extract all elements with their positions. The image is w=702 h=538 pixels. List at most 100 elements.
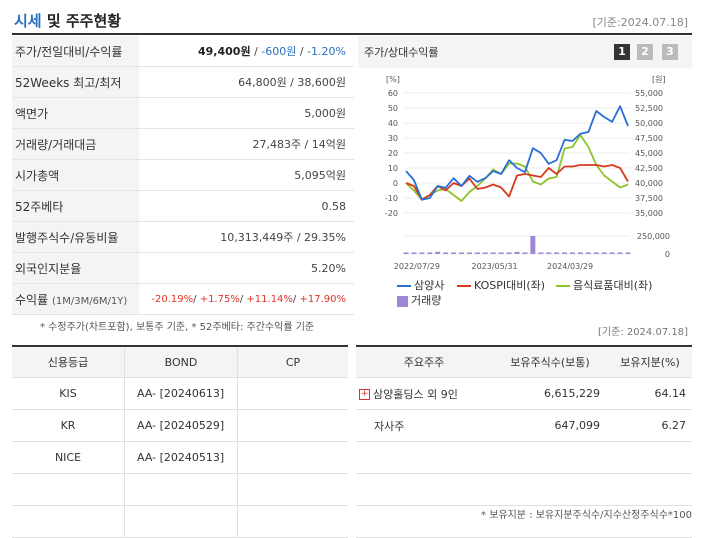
holder-name-cell [356,473,492,506]
right-tick-label: 40,000 [635,179,663,188]
price-change: -600원 [261,45,297,58]
info-value: -20.19%/ +1.75%/ +11.14%/ +17.90% [139,283,354,315]
table-row: KR AA- [20240529] [12,409,348,442]
info-value: 10,313,449주 / 29.35% [139,221,354,253]
holder-name-cell [356,441,492,474]
header-divider [12,33,692,35]
agency-cell: KIS [12,377,125,410]
legend-swatch [457,285,471,287]
footnote-date: [기준: 2024.07.18] [597,327,688,338]
volume-bar [530,236,536,254]
column-header: 신용등급 [12,345,125,378]
return-periods: (1M/3M/6M/1Y) [51,295,128,307]
chart-period-button-1[interactable]: 1 [614,44,630,60]
volume-bar [562,252,568,254]
right-tick-label: 55,000 [635,89,663,98]
pct-cell [608,441,692,474]
volume-bar [570,252,575,254]
return-3m: +1.75% [199,293,240,305]
table-row [12,473,348,506]
holder-name-cell: 자사주 [356,409,492,442]
chart-period-button-2[interactable]: 2 [637,44,653,60]
volume-bar [482,252,488,254]
chart-axes: 60 50 40 30 20 10 0 -10 -20 55,000 52,500 50,000 47,… [385,75,670,271]
holder-name-cell[interactable]: + 삼양홀딩스 외 9인 [356,377,492,410]
info-value: 49,400원 / -600원 / -1.20% [139,36,354,67]
left-tick-label: 10 [388,164,398,173]
table-row: 자사주 647,099 6.27 [356,409,692,442]
info-row: 시가총액 5,095억원 [12,159,354,191]
series-lines [405,105,629,202]
info-row: 52Weeks 최고/최저 64,800원 / 38,600원 [12,66,354,98]
bond-cell [124,473,238,506]
holder-name: 삼양홀딩스 외 9인 [373,387,458,401]
left-tick-label: -10 [385,194,398,203]
chart-period-button-3[interactable]: 3 [662,44,678,60]
table-row [356,473,692,506]
bond-cell: AA- [20240529] [124,409,238,442]
volume-bar [601,252,607,254]
right-tick-label: 47,500 [635,134,663,143]
x-tick-label: 2024/03/29 [547,262,593,271]
volume-bar [546,252,552,254]
expand-icon[interactable]: + [359,389,370,400]
price-change-rate: -1.20% [307,45,346,58]
column-header: BOND [124,345,238,378]
volume-bar [443,252,449,254]
info-row: 발행주식수/유동비율 10,313,449주 / 29.35% [12,221,354,253]
volume-tick-label: 0 [665,250,670,259]
column-header: CP [237,345,348,378]
volume-bar [554,252,560,254]
legend-item-kospi: KOSPI대비(좌) [457,277,545,293]
info-label: 52Weeks 최고/최저 [12,66,139,98]
info-label: 발행주식수/유동비율 [12,221,139,253]
bond-cell: AA- [20240613] [124,377,238,410]
info-label: 52주베타 [12,190,139,222]
footnote-holding: * 보유지분 : 보유지분주식수/지수산정주식수*100 [481,510,692,521]
volume-bar [459,252,464,254]
legend-item-samyang: 삼양사 [397,277,444,293]
volume-bar [498,252,504,254]
legend-label: 음식료품대비(좌) [573,279,653,292]
info-value: 5,000원 [139,97,354,129]
return-1y: +17.90% [299,293,346,305]
info-value: 5,095억원 [139,159,354,191]
series-line-1 [405,164,629,201]
right-tick-label: 35,000 [635,209,663,218]
info-row: 수익률 (1M/3M/6M/1Y) -20.19%/ +1.75%/ +11.1… [12,283,354,315]
credit-rating-table: 신용등급 BOND CP KIS AA- [20240613] KR AA- [… [12,345,348,538]
left-axis-unit: [%] [386,75,400,84]
volume-bar [522,252,528,254]
volume-bar [411,252,417,254]
info-label: 액면가 [12,97,139,129]
footnote-basis: * 수정주가(차트포함), 보통주 기준, * 52주베타: 주간수익률 기준 [40,322,315,333]
cp-cell [237,473,348,506]
table-row[interactable]: + 삼양홀딩스 외 9인 6,615,229 64.14 [356,377,692,410]
cp-cell [237,441,348,474]
volume-bar [490,252,496,254]
relative-return-chart: 60 50 40 30 20 10 0 -10 -20 55,000 52,500 50,000 47,… [385,75,670,271]
left-tick-label: 50 [388,104,398,113]
pct-cell [608,473,692,506]
table-row [356,441,692,474]
pct-cell: 6.27 [608,409,692,442]
agency-cell: KR [12,409,125,442]
table-row: KIS AA- [20240613] [12,377,348,410]
legend-label: 거래량 [411,294,442,307]
volume-bar [403,252,409,254]
price-info-table: 주가/전일대비/수익률 49,400원 / -600원 / -1.20% 52W… [12,36,354,315]
legend-swatch [397,295,408,307]
volume-bar [514,251,520,254]
left-tick-label: 60 [388,89,398,98]
table-row: NICE AA- [20240513] [12,441,348,474]
return-6m: +11.14% [246,293,293,305]
title-secondary: 및 주주현황 [46,12,122,30]
table-header-row: 신용등급 BOND CP [12,345,348,378]
shares-cell: 647,099 [492,409,608,442]
info-label: 거래량/거래대금 [12,128,139,160]
info-row: 거래량/거래대금 27,483주 / 14억원 [12,128,354,160]
volume-bar [506,252,512,254]
volume-bar [435,251,441,254]
volume-bars [403,236,631,254]
agency-cell: NICE [12,441,125,474]
